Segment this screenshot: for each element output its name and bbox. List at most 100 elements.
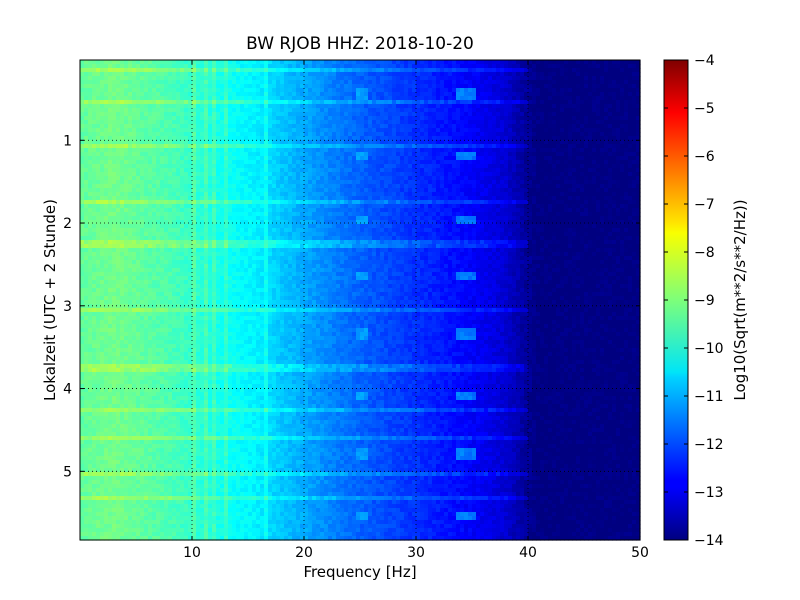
heatmap-cell <box>328 200 333 205</box>
heatmap-cell <box>520 84 525 89</box>
heatmap-cell <box>296 84 301 89</box>
heatmap-cell <box>220 68 225 73</box>
heatmap-cell <box>224 88 229 93</box>
heatmap-cell <box>576 148 581 153</box>
heatmap-cell <box>316 172 321 177</box>
heatmap-cell <box>360 88 365 93</box>
heatmap-cell <box>528 76 533 81</box>
heatmap-cell <box>100 88 105 93</box>
heatmap-cell <box>472 128 477 133</box>
heatmap-cell <box>204 168 209 173</box>
heatmap-cell <box>616 116 621 121</box>
heatmap-cell <box>508 144 513 149</box>
heatmap-cell <box>308 164 313 169</box>
heatmap-cell <box>512 148 517 153</box>
heatmap-cell <box>468 164 473 169</box>
heatmap-cell <box>348 148 353 153</box>
heatmap-cell <box>336 168 341 173</box>
heatmap-cell <box>396 108 401 113</box>
heatmap-cell <box>144 168 149 173</box>
heatmap-cell <box>252 172 257 177</box>
heatmap-cell <box>228 200 233 205</box>
heatmap-cell <box>636 88 641 93</box>
heatmap-cell <box>524 60 529 65</box>
heatmap-cell <box>532 136 537 141</box>
heatmap-cell <box>552 164 557 169</box>
heatmap-cell <box>280 128 285 133</box>
heatmap-cell <box>368 172 373 177</box>
heatmap-cell <box>144 96 149 101</box>
heatmap-cell <box>228 148 233 153</box>
heatmap-cell <box>392 176 397 181</box>
heatmap-cell <box>164 80 169 85</box>
heatmap-cell <box>524 148 529 153</box>
heatmap-cell <box>440 108 445 113</box>
heatmap-cell <box>240 192 245 197</box>
heatmap-cell <box>472 160 477 165</box>
heatmap-cell <box>448 120 453 125</box>
heatmap-cell <box>468 116 473 121</box>
heatmap-cell <box>264 172 269 177</box>
heatmap-cell <box>408 172 413 177</box>
heatmap-cell <box>636 92 641 97</box>
heatmap-cell <box>208 64 213 69</box>
heatmap-cell <box>188 196 193 201</box>
heatmap-cell <box>348 92 353 97</box>
heatmap-cell <box>340 164 345 169</box>
heatmap-cell <box>632 60 637 65</box>
heatmap-cell <box>212 192 217 197</box>
heatmap-cell <box>284 192 289 197</box>
heatmap-cell <box>576 196 581 201</box>
heatmap-cell <box>524 128 529 133</box>
heatmap-cell <box>380 172 385 177</box>
heatmap-cell <box>208 60 213 65</box>
heatmap-cell <box>244 84 249 89</box>
heatmap-cell <box>436 88 441 93</box>
heatmap-cell <box>428 128 433 133</box>
heatmap-cell <box>272 188 277 193</box>
heatmap-cell <box>248 196 253 201</box>
heatmap-cell <box>216 148 221 153</box>
heatmap-cell <box>420 176 425 181</box>
heatmap-cell <box>356 200 361 205</box>
heatmap-cell <box>548 136 553 141</box>
heatmap-cell <box>408 92 413 97</box>
heatmap-cell <box>120 88 125 93</box>
heatmap-cell <box>484 72 489 77</box>
heatmap-cell <box>444 92 449 97</box>
heatmap-cell <box>184 60 189 65</box>
heatmap-cell <box>528 68 533 73</box>
heatmap-cell <box>264 104 269 109</box>
heatmap-cell <box>532 88 537 93</box>
heatmap-cell <box>228 164 233 169</box>
heatmap-cell <box>244 148 249 153</box>
heatmap-cell <box>616 76 621 81</box>
heatmap-cell <box>456 112 461 117</box>
heatmap-cell <box>384 136 389 141</box>
heatmap-cell <box>636 84 641 89</box>
heatmap-cell <box>248 152 253 157</box>
heatmap-cell <box>384 176 389 181</box>
heatmap-cell <box>552 108 557 113</box>
heatmap-cell <box>268 76 273 81</box>
heatmap-cell <box>92 200 97 205</box>
heatmap-cell <box>312 140 317 145</box>
heatmap-cell <box>276 64 281 69</box>
heatmap-cell <box>264 136 269 141</box>
heatmap-cell <box>400 88 405 93</box>
heatmap-cell <box>480 120 485 125</box>
heatmap-cell <box>356 100 361 105</box>
heatmap-cell <box>348 64 353 69</box>
heatmap-cell <box>248 140 253 145</box>
heatmap-cell <box>140 112 145 117</box>
heatmap-cell <box>392 164 397 169</box>
heatmap-cell <box>256 160 261 165</box>
heatmap-cell <box>268 128 273 133</box>
heatmap-cell <box>104 128 109 133</box>
heatmap-cell <box>612 196 617 201</box>
heatmap-cell <box>592 160 597 165</box>
heatmap-cell <box>260 124 265 129</box>
heatmap-cell <box>416 108 421 113</box>
heatmap-cell <box>560 60 565 65</box>
heatmap-cell <box>628 136 633 141</box>
